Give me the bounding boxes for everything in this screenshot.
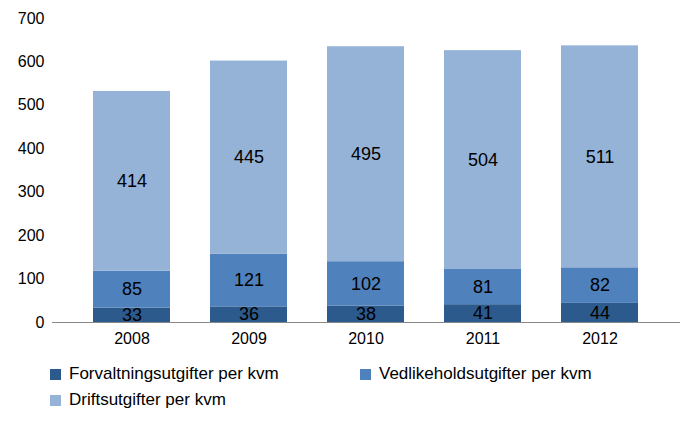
html-text:Forvaltningsutgifter per kvm: Forvaltningsutgifter per kvm — [69, 364, 279, 383]
svg-text:700: 700 — [18, 10, 45, 27]
svg-text:0: 0 — [36, 314, 45, 331]
svg-text:81: 81 — [473, 277, 493, 297]
svg-text:85: 85 — [122, 279, 142, 299]
svg-text:41: 41 — [473, 303, 493, 323]
svg-text:82: 82 — [590, 275, 610, 295]
html-text:Driftsutgifter per kvm: Driftsutgifter per kvm — [69, 390, 226, 409]
svg-text:2009: 2009 — [231, 330, 267, 347]
svg-text:38: 38 — [356, 304, 376, 324]
svg-text:44: 44 — [590, 303, 610, 323]
svg-text:2011: 2011 — [466, 330, 501, 347]
svg-text:400: 400 — [18, 140, 45, 157]
svg-text:102: 102 — [351, 274, 381, 294]
svg-text:2012: 2012 — [582, 330, 618, 347]
svg-text:600: 600 — [18, 53, 45, 70]
html-text:Vedlikeholdsutgifter per kvm: Vedlikeholdsutgifter per kvm — [379, 364, 592, 383]
svg-text:511: 511 — [586, 147, 615, 167]
svg-text:500: 500 — [18, 96, 45, 113]
svg-text:300: 300 — [18, 183, 45, 200]
svg-text:504: 504 — [468, 150, 498, 170]
svg-text:100: 100 — [18, 270, 45, 287]
svg-text:33: 33 — [122, 305, 142, 326]
svg-text:2008: 2008 — [114, 330, 150, 347]
svg-text:200: 200 — [18, 227, 45, 244]
svg-text:414: 414 — [117, 171, 147, 191]
svg-text:445: 445 — [234, 147, 264, 167]
svg-text:495: 495 — [351, 144, 381, 164]
svg-text:2010: 2010 — [348, 330, 384, 347]
svg-text:36: 36 — [239, 304, 259, 324]
svg-text:121: 121 — [234, 270, 264, 290]
